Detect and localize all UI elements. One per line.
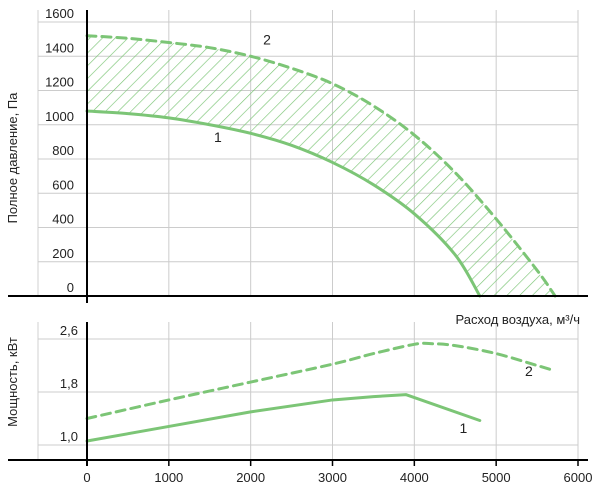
power-curve-1: [85, 393, 482, 443]
x-tick-label: 6000: [564, 470, 593, 485]
x-tick-label: 2000: [236, 470, 265, 485]
pressure-curve-label-2: 2: [263, 31, 271, 47]
power-curve-label-2: 2: [525, 363, 533, 379]
pressure-tick-label: 1600: [45, 6, 74, 21]
power-grid: [38, 322, 579, 460]
pressure-series: [85, 34, 557, 298]
x-tick-label: 0: [83, 470, 90, 485]
power-panel-frame: [37, 322, 579, 460]
power-curve-label-1: 1: [460, 420, 468, 436]
pressure-tick-label: 200: [52, 246, 74, 261]
x-tick-label: 1000: [154, 470, 183, 485]
x-tick-label: 3000: [318, 470, 347, 485]
power-tick-label: 2,6: [60, 323, 78, 338]
x-tick-label: 4000: [400, 470, 429, 485]
pressure-tick-label: 1200: [45, 75, 74, 90]
pressure-y-ticks: 0 200 400 600 800 1000 1200 1400 1600: [45, 6, 74, 295]
pressure-curve-label-1: 1: [214, 129, 222, 145]
pressure-axis-label: Полное давление, Па: [5, 92, 20, 224]
power-y-ticks: 1,0 1,8 2,6: [60, 323, 78, 444]
pressure-tick-label: 0: [67, 280, 74, 295]
pressure-tick-label: 1400: [45, 40, 74, 55]
pressure-tick-label: 800: [52, 143, 74, 158]
operating-range-hatch: [87, 35, 556, 296]
power-tick-label: 1,0: [60, 429, 78, 444]
power-axis-label: Мощность, кВт: [5, 337, 20, 427]
x-tick-label: 5000: [482, 470, 511, 485]
pressure-tick-label: 1000: [45, 109, 74, 124]
flow-axis-label: Расход воздуха, м³/ч: [455, 312, 580, 327]
pressure-axes: [8, 10, 588, 303]
flow-x-ticks: 0 1000 2000 3000 4000 5000 6000: [83, 460, 592, 485]
power-tick-label: 1,8: [60, 376, 78, 391]
power-series: [85, 341, 557, 443]
power-axes: [8, 322, 588, 466]
curve-labels: 2 1 2 1: [214, 31, 533, 436]
pressure-tick-label: 400: [52, 212, 74, 227]
pressure-tick-label: 600: [52, 177, 74, 192]
power-curve-2: [85, 341, 557, 420]
pressure-curve-2: [85, 34, 557, 298]
pressure-curve-1: [85, 109, 482, 298]
